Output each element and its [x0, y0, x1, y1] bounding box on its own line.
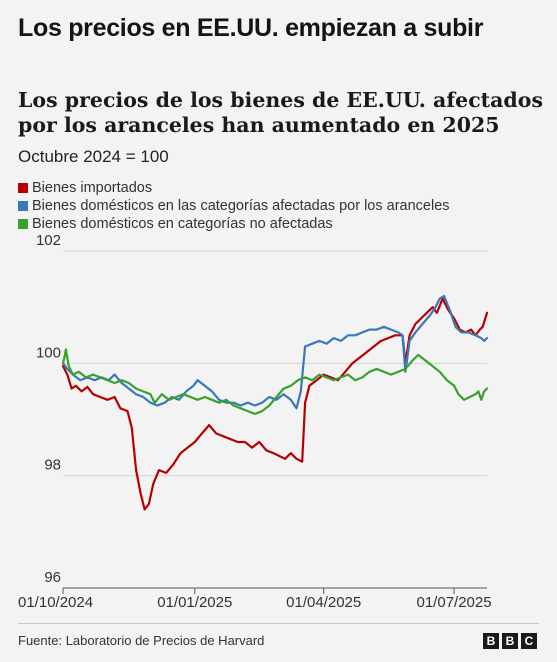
grid-layer [63, 250, 487, 477]
y-tick-label: 100 [36, 344, 61, 361]
chart-subtitle: Octubre 2024 = 100 [18, 147, 169, 166]
headline: Los precios en EE.UU. empiezan a subir [18, 14, 484, 42]
legend-label-domestic-affected: Bienes domésticos en las categorías afec… [32, 198, 450, 214]
bbc-logo-letter: B [502, 633, 518, 649]
legend-item-imported: Bienes importados [18, 179, 450, 197]
y-tick-label: 98 [44, 457, 61, 474]
x-tick-label: 01/07/2025 [417, 594, 492, 611]
footer-divider [18, 623, 539, 624]
axis-layer: 96 98 100 102 01/10/2024 01/01/2025 01/04/2025… [18, 232, 492, 611]
series-line-1 [61, 294, 489, 410]
legend-label-imported: Bienes importados [32, 180, 153, 196]
series-line-0 [61, 297, 489, 511]
legend-item-domestic-unaffected: Bienes domésticos en categorías no afect… [18, 215, 450, 233]
series-line-2 [61, 348, 489, 415]
legend: Bienes importados Bienes domésticos en l… [18, 179, 450, 233]
source-note: Fuente: Laboratorio de Precios de Harvar… [18, 633, 265, 648]
legend-item-domestic-affected: Bienes domésticos en las categorías afec… [18, 197, 450, 215]
x-tick-label: 01/10/2024 [18, 594, 93, 611]
legend-swatch-domestic-unaffected [18, 219, 28, 229]
legend-label-domestic-unaffected: Bienes domésticos en categorías no afect… [32, 216, 333, 232]
bbc-logo-letter: B [483, 633, 499, 649]
legend-swatch-imported [18, 183, 28, 193]
series-layer [61, 294, 489, 511]
chart-title: Los precios de los bienes de EE.UU. afec… [18, 88, 543, 137]
y-tick-label: 96 [44, 569, 61, 586]
x-tick-label: 01/01/2025 [157, 594, 232, 611]
legend-swatch-domestic-affected [18, 201, 28, 211]
bbc-logo: B B C [483, 633, 537, 649]
bbc-logo-letter: C [521, 633, 537, 649]
y-tick-label: 102 [36, 232, 61, 249]
x-tick-label: 01/04/2025 [286, 594, 361, 611]
